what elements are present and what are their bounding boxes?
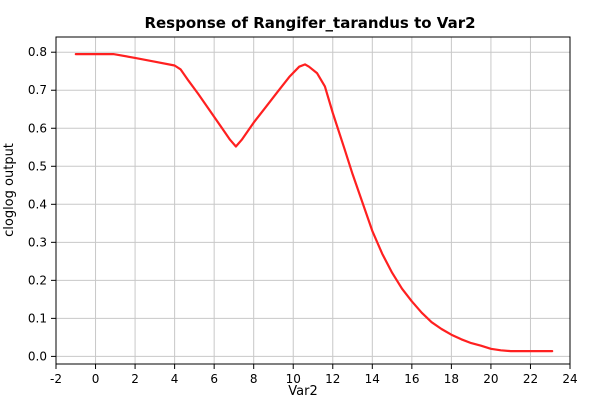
response-curve-line	[74, 52, 554, 353]
y-tick-label: 0.7	[28, 83, 47, 97]
x-tick-label: 12	[325, 372, 340, 386]
axis-ticks: -2 0 2 4 6 8 10 12 14 16 18 20 22 240.00.10.20.30.40.…	[28, 45, 578, 386]
x-tick-label: 16	[404, 372, 419, 386]
x-tick-label: 24	[562, 372, 577, 386]
y-axis-label: cloglog output	[2, 143, 17, 237]
y-tick-label: 0.5	[28, 159, 47, 173]
x-tick-label: 14	[365, 372, 380, 386]
series-group	[74, 52, 554, 353]
x-tick-label: 20	[483, 372, 498, 386]
x-tick-label: 8	[250, 372, 258, 386]
y-tick-label: 0.2	[28, 273, 47, 287]
x-tick-label: 2	[131, 372, 139, 386]
y-tick-label: 0.3	[28, 235, 47, 249]
chart-title: Response of Rangifer_tarandus to Var2	[144, 14, 475, 32]
x-tick-label: -2	[50, 372, 62, 386]
x-tick-label: 18	[444, 372, 459, 386]
x-tick-label: 10	[286, 372, 301, 386]
y-tick-label: 0.1	[28, 311, 47, 325]
y-tick-label: 0.8	[28, 45, 47, 59]
y-tick-label: 0.6	[28, 121, 47, 135]
x-tick-label: 6	[210, 372, 218, 386]
x-tick-label: 22	[523, 372, 538, 386]
x-axis-label: Var2	[288, 384, 317, 399]
x-tick-label: 4	[171, 372, 179, 386]
plot-frame	[55, 36, 571, 365]
y-tick-label: 0.4	[28, 197, 47, 211]
y-tick-label: 0.0	[28, 349, 47, 363]
x-tick-label: 0	[92, 372, 100, 386]
